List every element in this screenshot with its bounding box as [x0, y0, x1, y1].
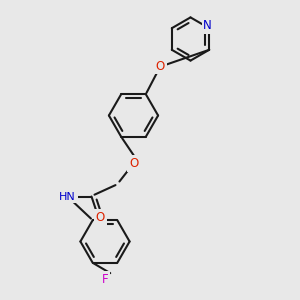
Text: O: O: [129, 157, 138, 170]
Text: O: O: [156, 59, 165, 73]
Text: F: F: [102, 273, 108, 286]
Text: O: O: [96, 211, 105, 224]
Text: HN: HN: [59, 191, 76, 202]
Text: N: N: [203, 19, 212, 32]
